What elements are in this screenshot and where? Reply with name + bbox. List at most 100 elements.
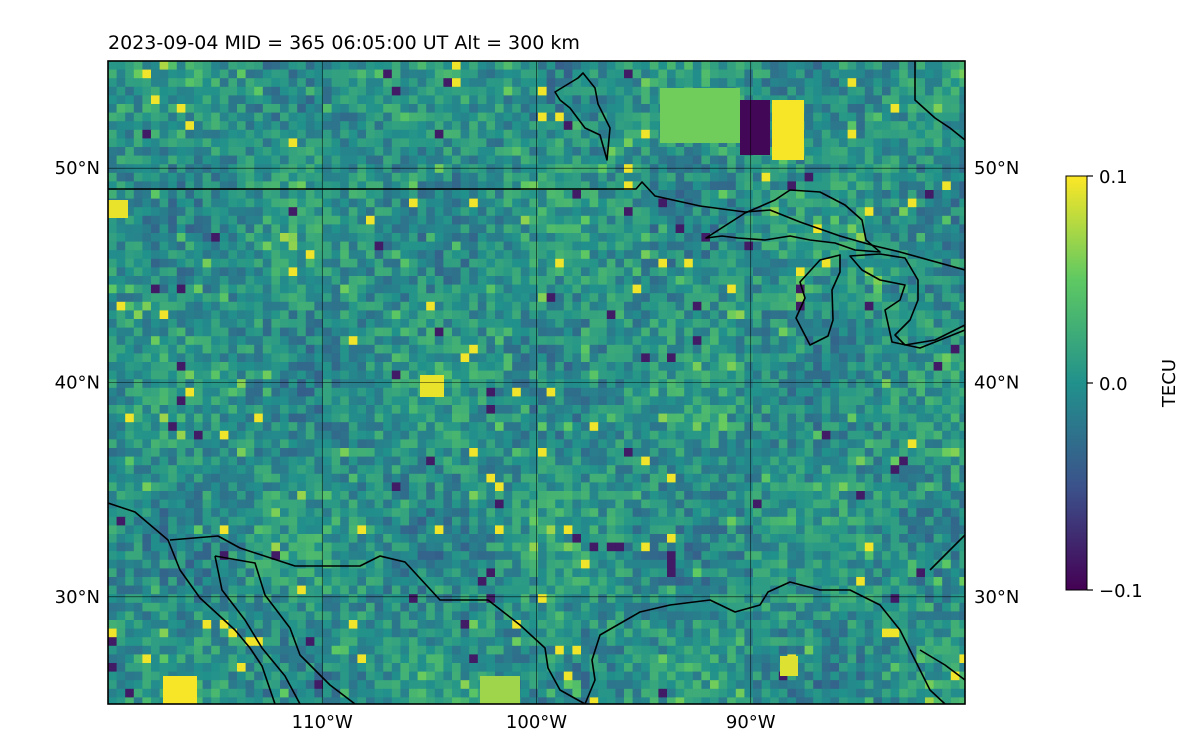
tec-pixel bbox=[813, 215, 823, 225]
tec-pixel bbox=[959, 69, 965, 79]
tec-pixel bbox=[211, 482, 221, 492]
tec-pixel bbox=[933, 327, 943, 337]
tec-pixel bbox=[202, 241, 212, 251]
tec-pixel bbox=[452, 138, 462, 148]
tec-pixel bbox=[649, 172, 659, 182]
tec-pixel bbox=[391, 344, 401, 354]
tec-pixel bbox=[916, 198, 926, 208]
tec-pixel bbox=[718, 190, 728, 200]
tec-pixel bbox=[331, 112, 341, 122]
tec-pixel bbox=[503, 413, 513, 423]
tec-pixel bbox=[168, 310, 178, 320]
tec-pixel bbox=[787, 86, 797, 96]
tec-pixel bbox=[753, 456, 763, 466]
tec-pixel bbox=[168, 172, 178, 182]
tec-pixel bbox=[228, 456, 238, 466]
tec-pixel bbox=[598, 327, 608, 337]
tec-pixel bbox=[710, 448, 720, 458]
tec-pixel bbox=[598, 241, 608, 251]
tec-pixel bbox=[598, 121, 608, 131]
tec-pixel bbox=[667, 439, 677, 449]
tec-pixel bbox=[495, 482, 505, 492]
tec-pixel bbox=[649, 224, 659, 234]
tec-pixel bbox=[753, 224, 763, 234]
tec-pixel bbox=[649, 327, 659, 337]
tec-pixel bbox=[443, 344, 453, 354]
tec-pixel bbox=[615, 104, 625, 114]
tec-pixel bbox=[839, 104, 849, 114]
tec-pixel bbox=[572, 370, 582, 380]
tec-pixel bbox=[460, 181, 470, 191]
tec-pixel bbox=[632, 456, 642, 466]
tec-pixel bbox=[417, 78, 427, 88]
tec-pixel bbox=[847, 301, 857, 311]
tec-pixel bbox=[778, 181, 788, 191]
tec-pixel bbox=[185, 396, 195, 406]
tec-pixel bbox=[297, 250, 307, 260]
tec-pixel bbox=[357, 293, 367, 303]
tec-pixel bbox=[598, 112, 608, 122]
tec-pixel bbox=[692, 233, 702, 243]
tec-pixel bbox=[692, 336, 702, 346]
tec-pixel bbox=[211, 387, 221, 397]
tec-pixel bbox=[108, 336, 118, 346]
tec-pixel bbox=[907, 327, 917, 337]
tec-pixel bbox=[804, 258, 814, 268]
tec-pixel bbox=[245, 327, 255, 337]
tec-pixel bbox=[606, 456, 616, 466]
tec-pixel bbox=[839, 147, 849, 157]
tec-pixel bbox=[813, 78, 823, 88]
tec-pixel bbox=[839, 362, 849, 372]
tec-pixel bbox=[916, 319, 926, 329]
tec-pixel-field bbox=[108, 61, 965, 704]
tec-pixel bbox=[271, 344, 281, 354]
tec-pixel bbox=[796, 456, 806, 466]
tec-pixel bbox=[890, 362, 900, 372]
tec-pixel bbox=[529, 198, 539, 208]
tec-pixel bbox=[168, 104, 178, 114]
tec-pixel bbox=[804, 379, 814, 389]
tec-pixel bbox=[125, 224, 135, 234]
tec-pixel bbox=[237, 233, 247, 243]
tec-pixel bbox=[254, 353, 264, 363]
tec-pixel bbox=[383, 310, 393, 320]
tec-pixel bbox=[675, 465, 685, 475]
tec-pixel bbox=[753, 293, 763, 303]
tec-pixel bbox=[237, 482, 247, 492]
tec-pixel bbox=[452, 181, 462, 191]
tec-pixel bbox=[417, 465, 427, 475]
tec-pixel bbox=[624, 258, 634, 268]
tec-pixel bbox=[168, 267, 178, 277]
tec-pixel bbox=[813, 439, 823, 449]
tec-pixel bbox=[847, 69, 857, 79]
tec-pixel bbox=[572, 439, 582, 449]
tec-pixel bbox=[194, 190, 204, 200]
tec-pixel bbox=[288, 430, 298, 440]
tec-pixel bbox=[606, 69, 616, 79]
tec-pixel bbox=[572, 86, 582, 96]
tec-pixel bbox=[598, 344, 608, 354]
tec-pixel bbox=[452, 276, 462, 286]
tec-pixel bbox=[589, 439, 599, 449]
tec-pixel bbox=[710, 439, 720, 449]
tec-pixel bbox=[615, 250, 625, 260]
tec-pixel bbox=[176, 405, 186, 415]
tec-pixel bbox=[219, 310, 229, 320]
tec-pixel bbox=[228, 422, 238, 432]
tec-pixel bbox=[168, 155, 178, 165]
tec-pixel bbox=[658, 198, 668, 208]
tec-pixel bbox=[684, 172, 694, 182]
tec-pixel bbox=[357, 396, 367, 406]
tec-pixel bbox=[581, 362, 591, 372]
tec-pixel bbox=[770, 396, 780, 406]
tec-pixel bbox=[684, 224, 694, 234]
tec-pixel bbox=[864, 78, 874, 88]
tec-pixel bbox=[142, 61, 152, 71]
tec-pixel bbox=[452, 456, 462, 466]
tec-pixel bbox=[168, 164, 178, 174]
tec-pixel bbox=[426, 353, 436, 363]
tec-pixel bbox=[770, 190, 780, 200]
tec-pixel bbox=[409, 155, 419, 165]
tec-pixel bbox=[297, 181, 307, 191]
tec-pixel bbox=[219, 104, 229, 114]
